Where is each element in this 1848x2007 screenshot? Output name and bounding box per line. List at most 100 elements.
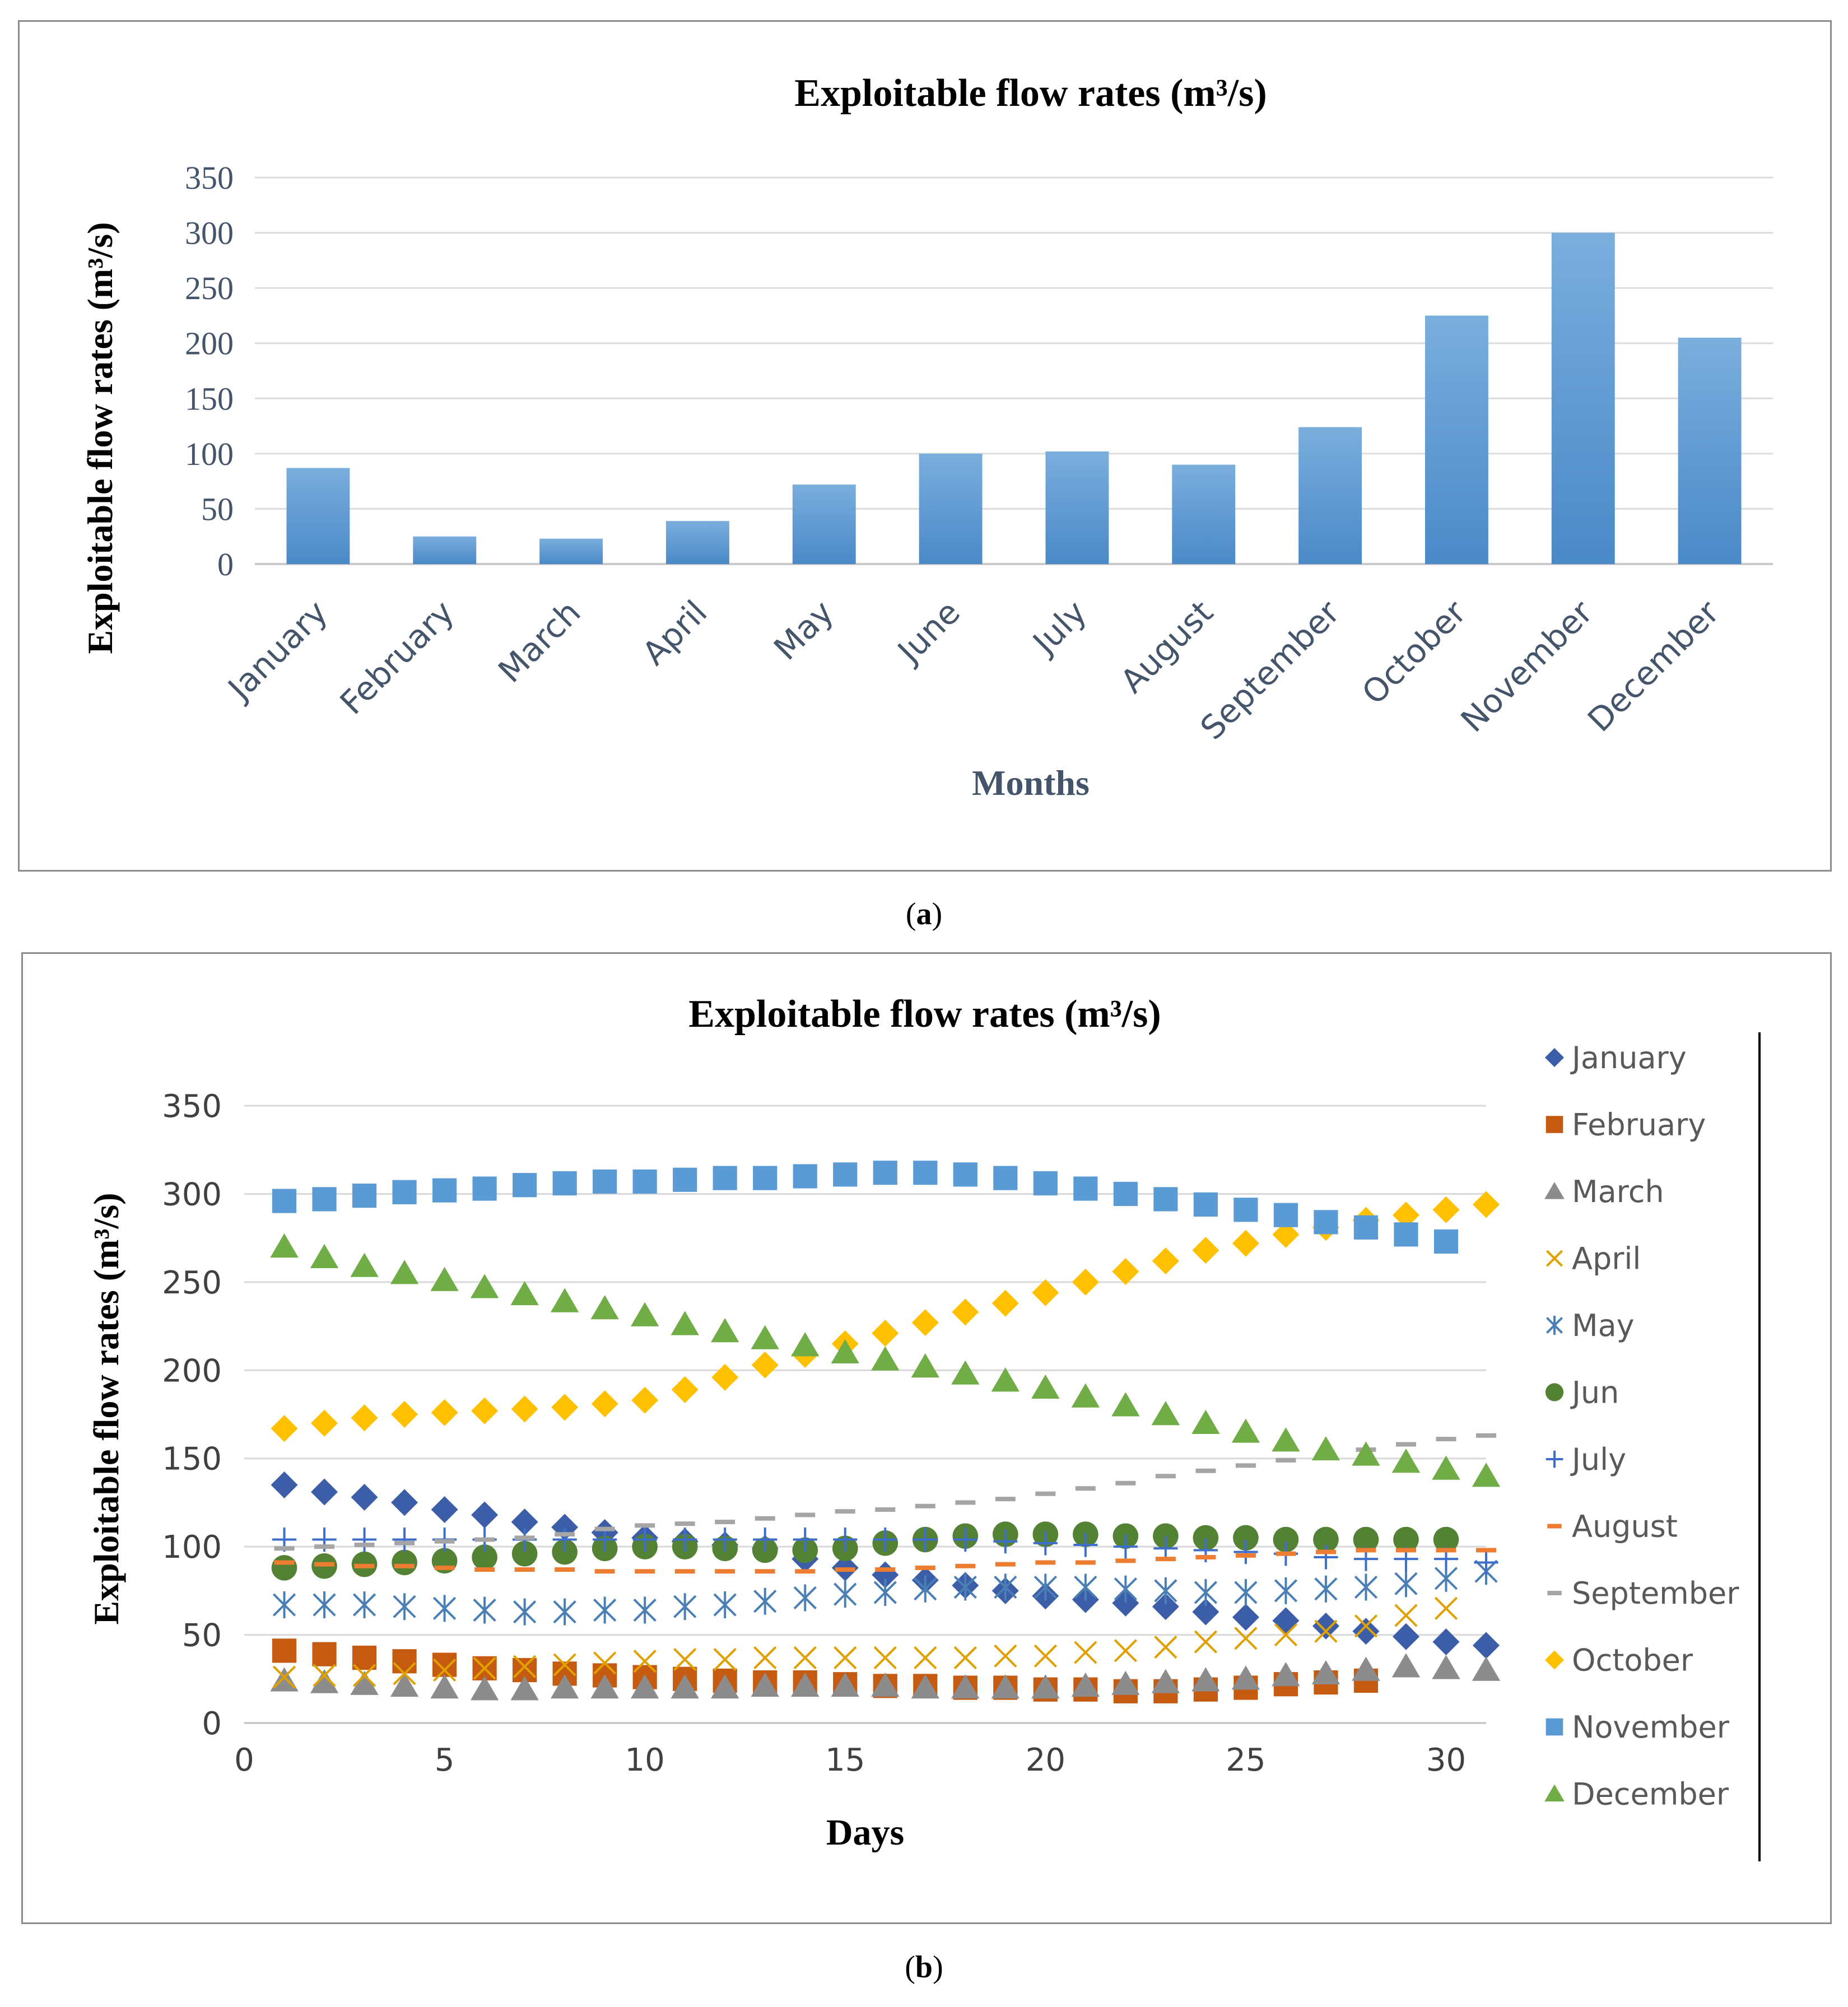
data-point xyxy=(713,1648,737,1671)
data-point xyxy=(1114,1639,1137,1663)
x-tick-label: July xyxy=(1025,593,1094,663)
data-point xyxy=(833,1527,858,1552)
data-point xyxy=(354,1563,375,1568)
data-point xyxy=(314,1544,335,1549)
data-point xyxy=(751,1351,779,1379)
y-tick-label: 200 xyxy=(185,325,234,362)
data-point xyxy=(1113,1534,1138,1559)
data-point xyxy=(550,1674,579,1699)
data-point xyxy=(552,1171,577,1196)
data-point xyxy=(1035,1491,1056,1496)
data-point xyxy=(1352,1656,1380,1681)
data-point xyxy=(1233,1198,1258,1222)
series-december xyxy=(270,1233,1501,1487)
data-point xyxy=(1432,1655,1460,1679)
data-point xyxy=(352,1527,377,1552)
bar-chart: Exploitable flow rates (m³/s) 0 50 100 150 20… xyxy=(80,72,1773,803)
data-point xyxy=(1034,1644,1057,1668)
data-point xyxy=(593,1527,617,1552)
data-point xyxy=(590,1674,619,1699)
data-point xyxy=(513,1173,537,1198)
bar xyxy=(919,453,983,564)
data-point xyxy=(633,1596,657,1624)
data-point xyxy=(1476,1433,1496,1438)
data-point xyxy=(995,1497,1016,1502)
data-point xyxy=(913,1527,938,1552)
data-point xyxy=(753,1587,777,1615)
series-november xyxy=(272,1161,1459,1254)
legend-item: August xyxy=(1547,1509,1678,1544)
data-point xyxy=(1312,1612,1339,1640)
legend-marker xyxy=(1547,1524,1562,1529)
data-point xyxy=(674,1521,695,1526)
data-point xyxy=(474,1537,495,1542)
bar xyxy=(1172,464,1236,564)
bar xyxy=(539,538,603,564)
data-point xyxy=(555,1532,575,1537)
legend-label: August xyxy=(1572,1509,1678,1544)
data-point xyxy=(314,1562,335,1567)
data-point xyxy=(310,1244,339,1268)
data-point xyxy=(951,1360,980,1385)
data-point xyxy=(994,1644,1017,1668)
data-point xyxy=(1233,1539,1258,1564)
bar xyxy=(286,468,350,564)
legend-label: May xyxy=(1572,1308,1635,1343)
data-point xyxy=(312,1642,337,1666)
data-point xyxy=(1031,1674,1060,1699)
data-point xyxy=(1115,1480,1136,1486)
data-point xyxy=(392,1180,417,1204)
data-point xyxy=(511,1508,538,1536)
data-point xyxy=(511,1540,538,1567)
data-point xyxy=(831,1672,859,1697)
data-point xyxy=(311,1409,338,1437)
data-point xyxy=(1111,1392,1140,1417)
data-point xyxy=(1353,1526,1379,1553)
data-point xyxy=(1155,1474,1176,1479)
legend-marker xyxy=(1546,1250,1563,1267)
data-point xyxy=(1155,1557,1176,1562)
data-point xyxy=(1354,1614,1378,1638)
data-point xyxy=(1154,1577,1177,1604)
data-point xyxy=(1394,1222,1418,1247)
data-point xyxy=(1034,1573,1057,1601)
data-point xyxy=(834,1581,857,1608)
data-point xyxy=(873,1161,897,1185)
data-point xyxy=(873,1646,897,1670)
data-point xyxy=(1152,1247,1179,1275)
data-point xyxy=(431,1496,458,1524)
x-tick-label: 0 xyxy=(234,1742,254,1778)
data-point xyxy=(474,1567,495,1572)
data-point xyxy=(1231,1418,1260,1443)
series-may xyxy=(272,1558,1498,1626)
data-point xyxy=(1112,1258,1139,1285)
data-point xyxy=(594,1569,615,1574)
data-point xyxy=(1193,1192,1218,1217)
data-point xyxy=(793,1646,817,1670)
series-april xyxy=(272,1596,1458,1689)
data-point xyxy=(635,1569,655,1574)
data-point xyxy=(671,1376,699,1403)
data-point xyxy=(715,1569,736,1574)
data-point xyxy=(753,1646,777,1670)
data-point xyxy=(312,1187,337,1212)
legend-label: January xyxy=(1570,1040,1687,1075)
data-point xyxy=(1071,1672,1100,1697)
data-point xyxy=(955,1500,976,1505)
data-point xyxy=(594,1526,615,1531)
data-point xyxy=(911,1674,939,1699)
data-point xyxy=(793,1527,817,1552)
data-point xyxy=(430,1674,459,1699)
legend-label: March xyxy=(1572,1174,1664,1209)
legend-marker xyxy=(1546,1316,1563,1335)
data-point xyxy=(1153,1523,1179,1549)
data-point xyxy=(1111,1670,1140,1695)
data-point xyxy=(1153,1536,1178,1561)
data-point xyxy=(713,1591,737,1619)
data-point xyxy=(313,1664,336,1687)
legend-label: February xyxy=(1572,1107,1706,1143)
data-point xyxy=(1154,1635,1177,1659)
data-point xyxy=(834,1646,857,1670)
data-point xyxy=(1436,1437,1456,1442)
data-point xyxy=(392,1527,417,1552)
